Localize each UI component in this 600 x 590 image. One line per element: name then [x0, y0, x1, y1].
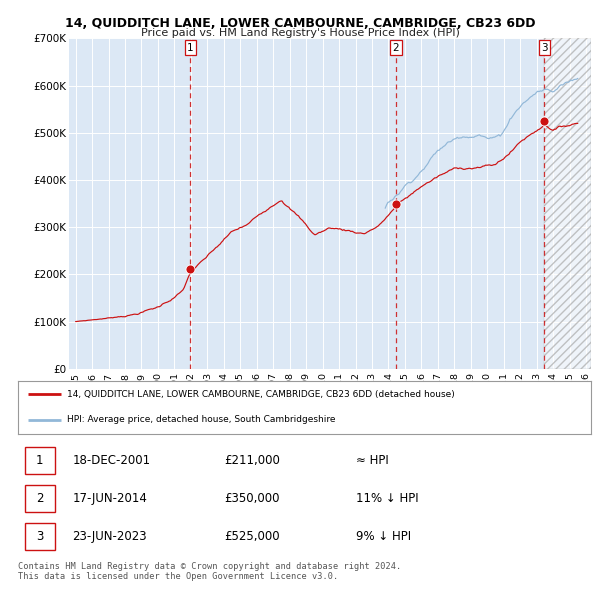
FancyBboxPatch shape	[25, 447, 55, 474]
Text: 3: 3	[541, 43, 548, 53]
Text: Price paid vs. HM Land Registry's House Price Index (HPI): Price paid vs. HM Land Registry's House …	[140, 28, 460, 38]
Text: 17-JUN-2014: 17-JUN-2014	[73, 492, 148, 505]
Bar	[544, 38, 591, 369]
FancyBboxPatch shape	[25, 523, 55, 550]
Text: £211,000: £211,000	[224, 454, 280, 467]
Text: ≈ HPI: ≈ HPI	[356, 454, 389, 467]
Text: 14, QUIDDITCH LANE, LOWER CAMBOURNE, CAMBRIDGE, CB23 6DD (detached house): 14, QUIDDITCH LANE, LOWER CAMBOURNE, CAM…	[67, 390, 454, 399]
Text: 3: 3	[36, 530, 43, 543]
Text: 23-JUN-2023: 23-JUN-2023	[73, 530, 147, 543]
FancyBboxPatch shape	[25, 485, 55, 512]
Text: 9% ↓ HPI: 9% ↓ HPI	[356, 530, 411, 543]
Text: 14, QUIDDITCH LANE, LOWER CAMBOURNE, CAMBRIDGE, CB23 6DD: 14, QUIDDITCH LANE, LOWER CAMBOURNE, CAM…	[65, 17, 535, 30]
Text: £350,000: £350,000	[224, 492, 280, 505]
Text: 11% ↓ HPI: 11% ↓ HPI	[356, 492, 419, 505]
Text: Contains HM Land Registry data © Crown copyright and database right 2024.
This d: Contains HM Land Registry data © Crown c…	[18, 562, 401, 581]
Bar	[544, 38, 591, 369]
Text: 2: 2	[36, 492, 44, 505]
Text: 1: 1	[187, 43, 194, 53]
Text: HPI: Average price, detached house, South Cambridgeshire: HPI: Average price, detached house, Sout…	[67, 415, 335, 424]
Text: £525,000: £525,000	[224, 530, 280, 543]
Text: 1: 1	[36, 454, 44, 467]
Text: 2: 2	[393, 43, 400, 53]
Text: 18-DEC-2001: 18-DEC-2001	[73, 454, 151, 467]
